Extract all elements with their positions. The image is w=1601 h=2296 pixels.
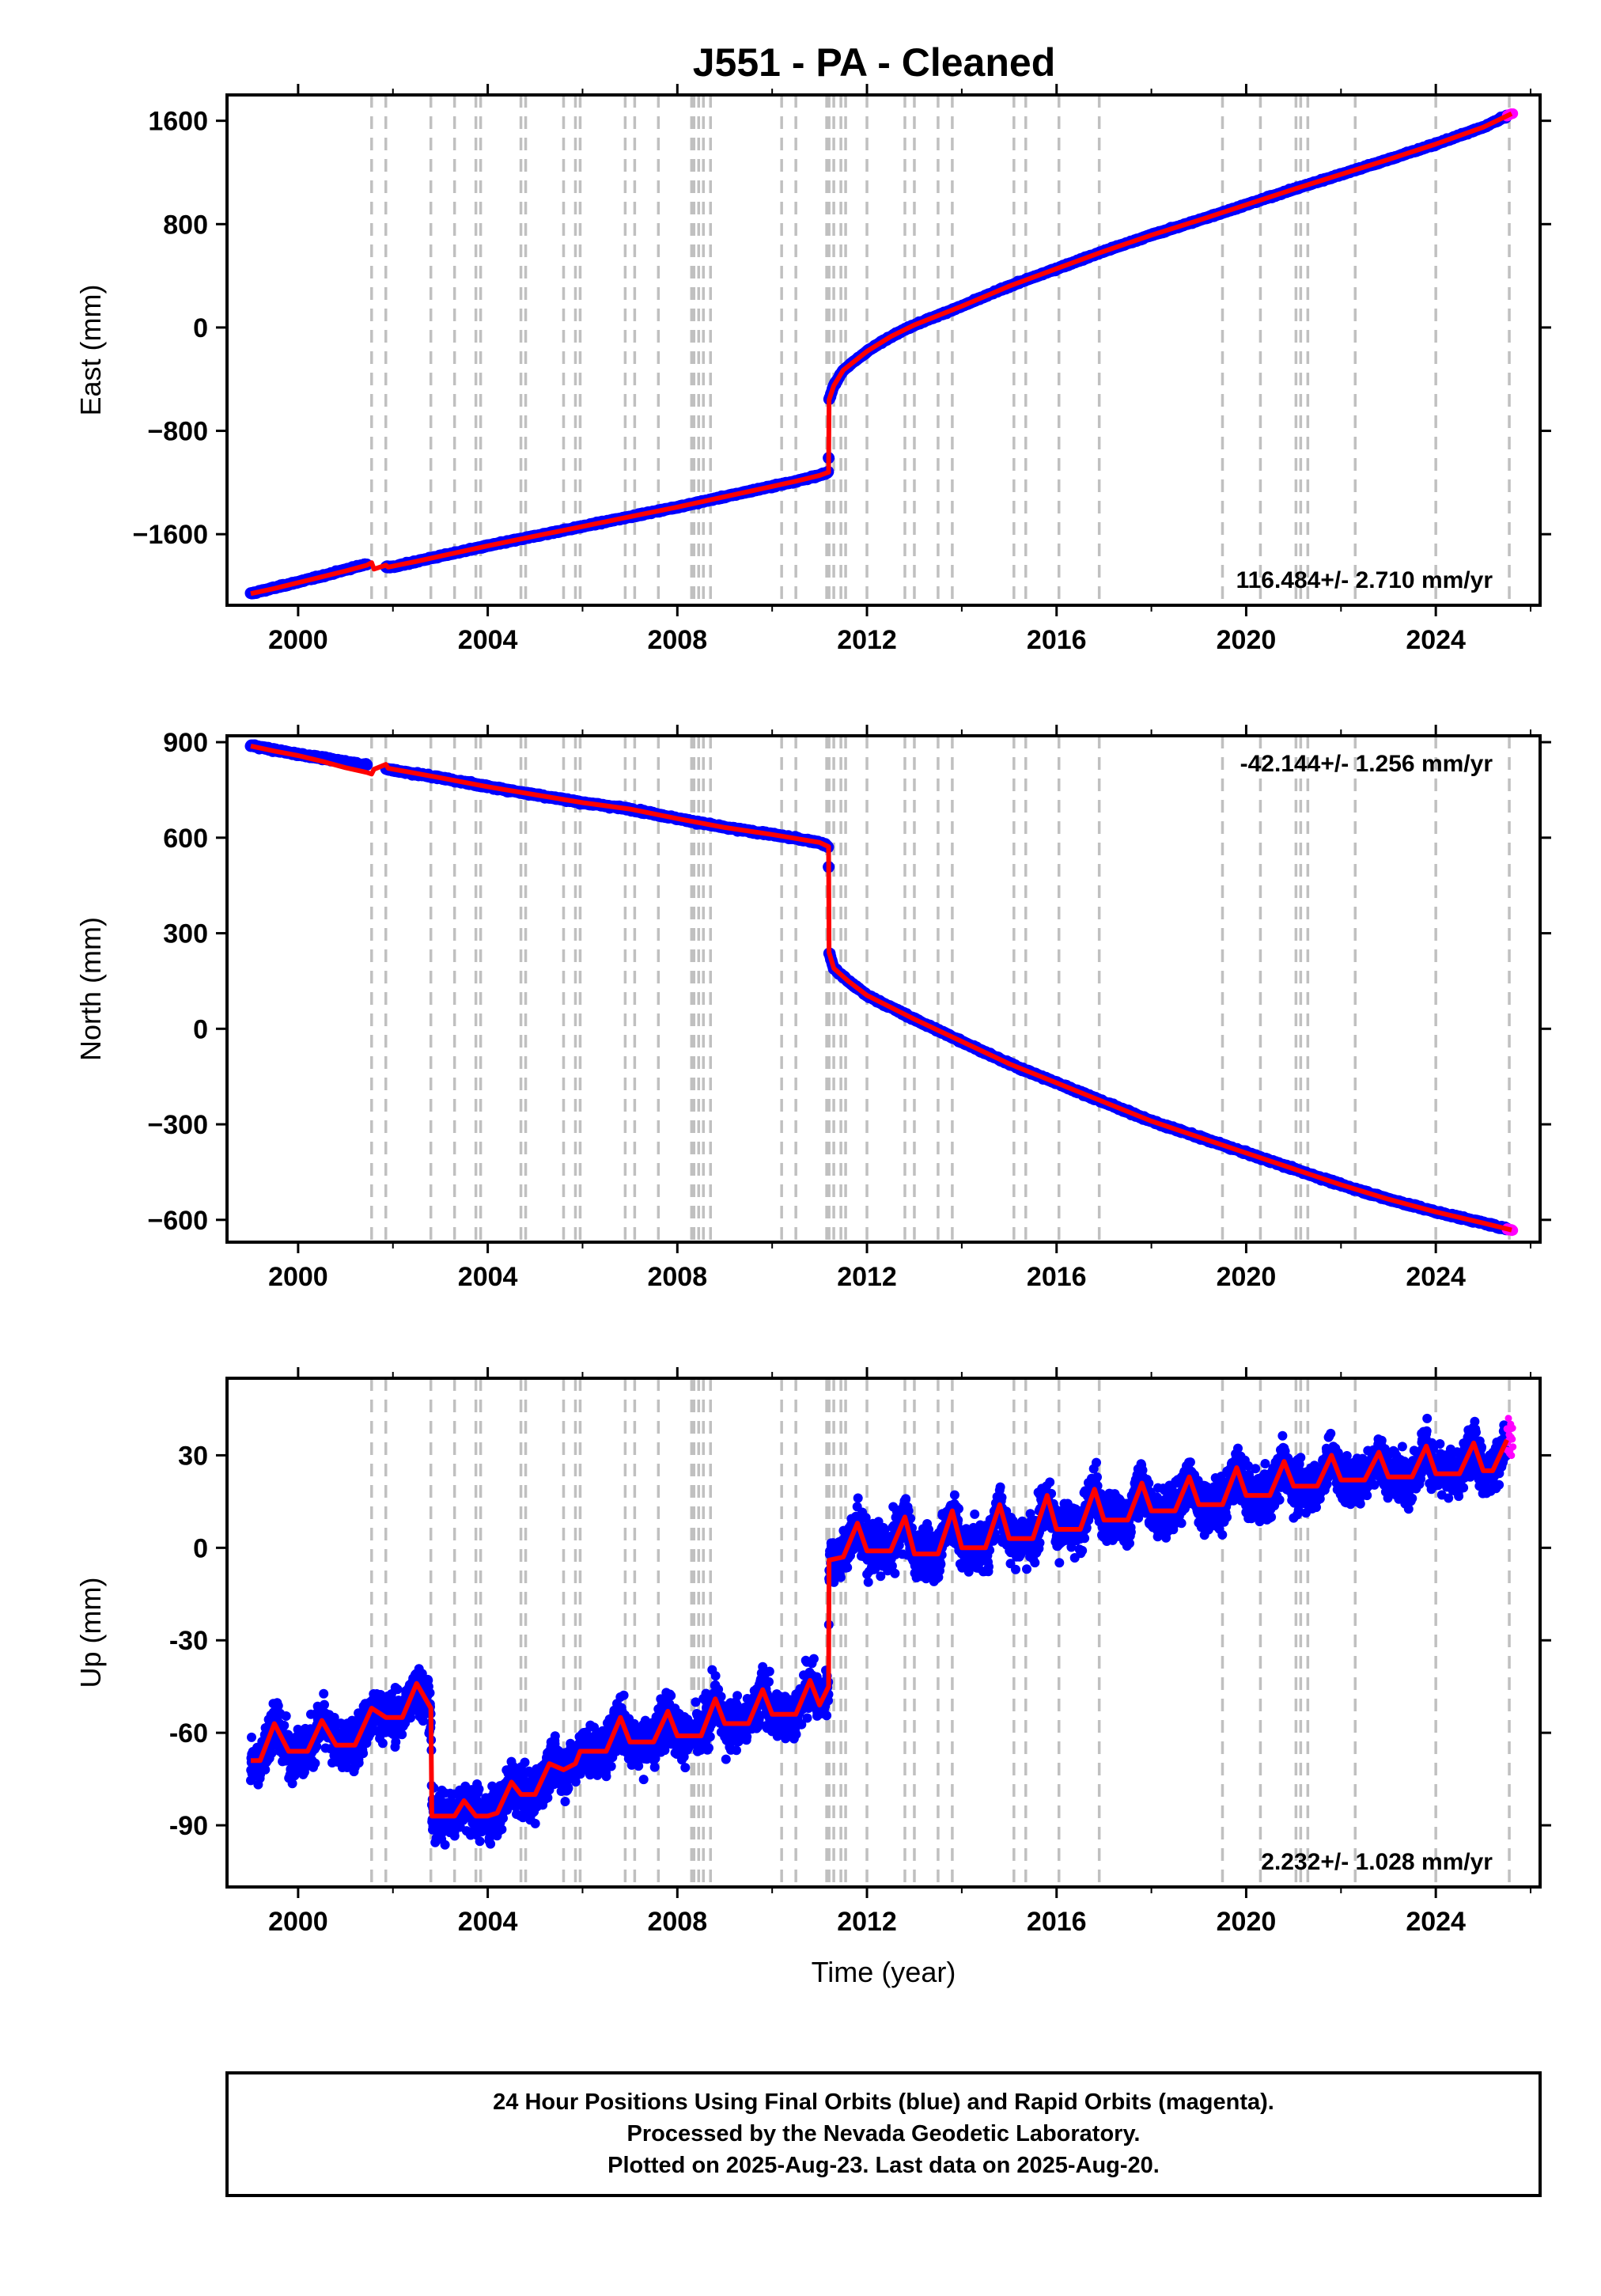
y-axis-label: North (mm) [74,917,107,1061]
panel-up: 2000 2004 2008 2012 2016 2020 2024-90-60-30030… [74,1367,1551,1988]
y-tick-label: 0 [193,1014,208,1044]
plot-area [227,736,1540,1242]
y-tick-label: 1600 [148,107,208,137]
final-orbit-point [361,759,373,771]
panel-north: 2000 2004 2008 2012 2016 2020 2024 −600 −300 0 300… [74,725,1551,1292]
y-tick-label: 600 [163,824,208,854]
y-tick-label: 300 [163,919,208,949]
y-tick-label: −800 [147,417,208,447]
x-tick-label: 2000 [268,1262,328,1292]
final-orbit-point [281,1711,291,1721]
y-tick-label: 900 [163,728,208,758]
x-tick-label: 2016 [1027,1262,1087,1292]
panel-east: 2000 2004 2008 2012 2016 2020 2024 −1600 −800 0 80… [74,84,1551,655]
x-tick-label: 2016 [1027,625,1087,655]
final-orbit-point [319,1688,329,1699]
rate-annotation: -42.144+/- 1.256 mm/yr [1240,751,1493,777]
y-tick-label: 0 [193,313,208,343]
x-tick-label: 2020 [1217,1262,1277,1292]
x-tick-label: 2004 [458,625,518,655]
y-tick-label: 800 [163,210,208,240]
y-tick-label: −1600 [133,520,209,550]
x-tick-label: 2024 [1406,1262,1466,1292]
y-tick-label: −600 [147,1206,208,1236]
rate-annotation: 116.484+/- 2.710 mm/yr [1236,567,1493,593]
x-tick-label: 2008 [647,1262,707,1292]
y-tick-label: −300 [147,1110,208,1140]
final-orbit-point [320,1699,329,1710]
x-tick-label: 2012 [837,625,897,655]
x-tick-label: 2024 [1406,625,1466,655]
final-orbit-point [247,1732,256,1742]
x-tick-label: 2020 [1217,625,1277,655]
y-axis-label: East (mm) [74,285,107,416]
final-orbit-point [279,1720,290,1730]
x-tick-label: 2004 [458,1262,518,1292]
figure-title: J551 - PA - Cleaned [693,40,1056,85]
x-tick-label: 2008 [647,625,707,655]
x-tick-label: 2012 [837,1262,897,1292]
x-tick-label: 2000 [268,625,328,655]
final-orbit-point [310,1758,320,1768]
